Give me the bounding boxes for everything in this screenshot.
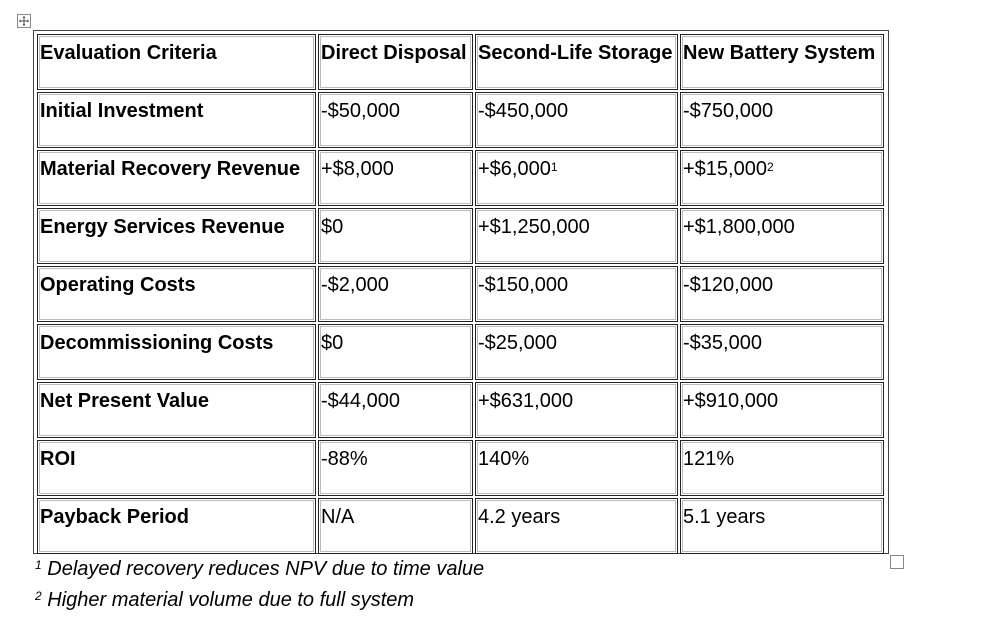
header-cell[interactable]: Evaluation Criteria [37, 34, 316, 90]
table-move-handle-icon[interactable] [17, 14, 31, 28]
footnote-1: 1 Delayed recovery reduces NPV due to ti… [35, 558, 485, 580]
footnote-marker: 1 [550, 160, 558, 174]
table-cell[interactable]: $0 [318, 208, 473, 264]
table-cell[interactable]: -$2,000 [318, 266, 473, 322]
table-cell[interactable]: +$910,000 [680, 382, 884, 438]
table-cell[interactable]: -$25,000 [475, 324, 678, 380]
table-cell[interactable]: -$44,000 [318, 382, 473, 438]
table-cell[interactable]: +$8,000 [318, 150, 473, 206]
footnote-marker: 2 [766, 160, 774, 174]
footnote-2: 2 Higher material volume due to full sys… [35, 589, 415, 611]
table-cell[interactable]: +$15,0002 [680, 150, 884, 206]
move-cross-icon [19, 16, 29, 26]
table-cell[interactable]: -$750,000 [680, 92, 884, 148]
row-label-cell[interactable]: Decommissioning Costs [37, 324, 316, 380]
table-cell[interactable]: +$1,800,000 [680, 208, 884, 264]
row-label-cell[interactable]: Initial Investment [37, 92, 316, 148]
row-label-cell[interactable]: Payback Period [37, 498, 316, 554]
header-cell[interactable]: New Battery System [680, 34, 884, 90]
table-cell[interactable]: -$450,000 [475, 92, 678, 148]
table-cell[interactable]: +$6,0001 [475, 150, 678, 206]
table-resize-handle-icon[interactable] [890, 555, 904, 569]
table-cell[interactable]: -$120,000 [680, 266, 884, 322]
table-grid: Evaluation Criteria Direct Disposal Seco… [36, 33, 886, 555]
table-cell[interactable]: 140% [475, 440, 678, 496]
table-cell[interactable]: +$1,250,000 [475, 208, 678, 264]
table-cell[interactable]: -88% [318, 440, 473, 496]
table-cell[interactable]: N/A [318, 498, 473, 554]
table-cell[interactable]: -$50,000 [318, 92, 473, 148]
row-label-cell[interactable]: Material Recovery Revenue [37, 150, 316, 206]
table-cell[interactable]: -$150,000 [475, 266, 678, 322]
row-label-cell[interactable]: Energy Services Revenue [37, 208, 316, 264]
table-cell[interactable]: 121% [680, 440, 884, 496]
table-cell[interactable]: +$631,000 [475, 382, 678, 438]
row-label-cell[interactable]: ROI [37, 440, 316, 496]
table-cell[interactable]: 4.2 years [475, 498, 678, 554]
row-label-cell[interactable]: Operating Costs [37, 266, 316, 322]
table-cell[interactable]: 5.1 years [680, 498, 884, 554]
table-cell[interactable]: $0 [318, 324, 473, 380]
comparison-table: Evaluation Criteria Direct Disposal Seco… [33, 30, 889, 554]
row-label-cell[interactable]: Net Present Value [37, 382, 316, 438]
header-cell[interactable]: Direct Disposal [318, 34, 473, 90]
table-cell[interactable]: -$35,000 [680, 324, 884, 380]
header-cell[interactable]: Second-Life Storage [475, 34, 678, 90]
